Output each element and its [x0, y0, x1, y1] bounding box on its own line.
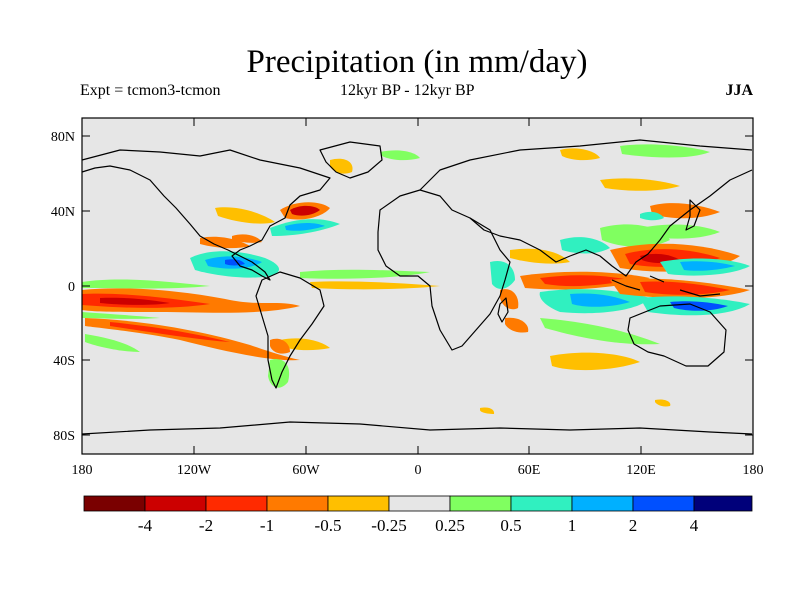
colorbar-swatch [632, 495, 695, 512]
colorbar-swatch [449, 495, 512, 512]
field-central-america-wet-max [225, 259, 245, 266]
lat-label-40s: 40S [53, 354, 75, 369]
colorbar-label: -0.5 [315, 516, 342, 535]
lat-label-80n: 80N [51, 130, 75, 145]
experiment-label: Expt = tcmon3-tcmon [80, 82, 221, 99]
field-pacific-dry-max [100, 297, 170, 305]
coast-north-america [81, 149, 331, 281]
lon-label-120w: 120W [177, 463, 212, 478]
field-w-pacific-north-wet [640, 224, 720, 239]
field-japan-wet [640, 211, 664, 221]
field-s-pacific-wet [85, 334, 140, 352]
colorbar-label: -0.25 [371, 516, 406, 535]
field-pacific-wet-north [82, 279, 210, 289]
lat-label-40n: 40N [51, 205, 75, 220]
field-s-america-wet [268, 359, 290, 388]
field-s-pacific-dry-core [110, 322, 230, 342]
lon-label-0: 0 [415, 463, 422, 478]
field-atlantic-wet-core [285, 223, 325, 231]
longitude-axis: 180 120W 60W 0 60E 120E 180 [72, 118, 764, 478]
period-label: 12kyr BP - 12kyr BP [340, 82, 475, 99]
field-southern-ocean-dry [480, 407, 495, 414]
colorbar-swatch [510, 495, 573, 512]
field-east-africa-dry [500, 289, 519, 310]
field-arctic-dry [560, 148, 600, 161]
lon-label-60e: 60E [518, 463, 541, 478]
field-south-atlantic-dry [280, 338, 330, 351]
field-maritime-dry-core [640, 281, 730, 295]
colorbar-swatch [327, 495, 390, 512]
lat-label-0: 0 [68, 280, 75, 295]
field-mexico-dry [200, 236, 250, 249]
field-pacific-wet-south [82, 312, 160, 319]
lat-label-80s: 80S [53, 429, 75, 444]
field-tropical-atlantic-dry [310, 281, 440, 290]
field-caribbean-dry [232, 234, 262, 243]
colorbar-swatch [83, 495, 146, 512]
field-madagascar-dry [505, 317, 529, 333]
coast-maritime-islands [611, 275, 721, 297]
field-arctic-wet [620, 144, 710, 158]
colorbar-swatch [205, 495, 268, 512]
lon-label-180e: 180 [743, 463, 764, 478]
coast-australia [627, 303, 727, 367]
field-s-indian-wet [540, 318, 660, 345]
field-siberia-dry [600, 178, 680, 191]
field-s-america-dry [270, 338, 290, 354]
field-europe-wet [380, 150, 420, 161]
map-title: Precipitation (in mm/day) [246, 44, 588, 80]
colorbar-label: -4 [138, 516, 153, 535]
field-s-indian-dry [550, 352, 640, 371]
coast-japan [685, 199, 701, 231]
colorbar-label: -1 [260, 516, 274, 535]
field-tropical-atlantic-wet [300, 269, 430, 279]
field-atlantic-dry-core [290, 205, 320, 216]
field-japan-dry [650, 203, 720, 219]
lon-label-120e: 120E [626, 463, 656, 478]
colorbar: -4 -2 -1 -0.5 -0.25 0.25 0.5 1 2 4 [83, 495, 753, 535]
colorbar-label: -2 [199, 516, 213, 535]
field-us-dry [215, 207, 275, 224]
field-bay-of-bengal-wet [560, 237, 610, 254]
coast-africa-europe [377, 189, 511, 351]
field-w-pacific-wet-core [680, 261, 735, 271]
coastlines [81, 139, 753, 435]
lon-label-60w: 60W [292, 463, 320, 478]
field-arabian-sea-dry [510, 248, 570, 264]
lon-label-180w: 180 [72, 463, 93, 478]
colorbar-label: 0.25 [435, 516, 465, 535]
colorbar-swatch [144, 495, 207, 512]
field-sw-pacific-wet-core [670, 301, 728, 311]
precip-fields [82, 144, 750, 414]
colorbar-swatch [388, 495, 451, 512]
colorbar-swatch [266, 495, 329, 512]
coast-antarctica [81, 421, 753, 435]
field-southern-ocean-dry-2 [655, 399, 671, 407]
field-indian-ocean-wet-core [570, 293, 630, 307]
coast-greenland [319, 141, 383, 179]
coast-madagascar [497, 297, 509, 323]
colorbar-label: 0.5 [500, 516, 521, 535]
colorbar-label: 1 [568, 516, 577, 535]
colorbar-swatch [693, 495, 753, 512]
colorbar-swatch [571, 495, 634, 512]
colorbar-label: 2 [629, 516, 638, 535]
season-label: JJA [725, 82, 753, 99]
field-indian-ocean-dry-core [540, 275, 630, 287]
latitude-axis: 80N 40N 0 40S 80S [51, 130, 753, 444]
field-greenland-dry [330, 158, 353, 174]
coast-south-america [255, 271, 325, 389]
colorbar-label: 4 [690, 516, 699, 535]
